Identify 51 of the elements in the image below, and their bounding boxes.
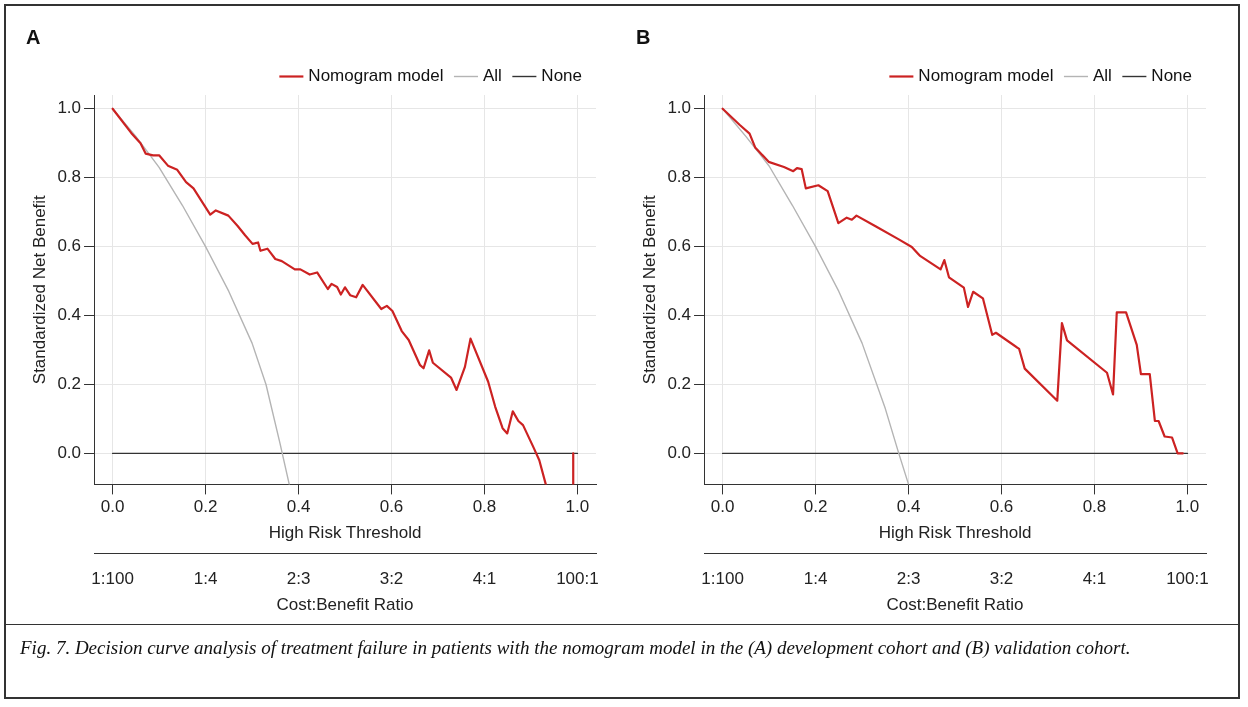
y-tick-label: 1.0	[667, 98, 692, 118]
text: 3:2	[989, 569, 1014, 589]
text: 4:1	[1082, 569, 1107, 589]
text: 3:2	[379, 569, 404, 589]
legend-label: None	[1151, 66, 1192, 86]
text: 100:1	[556, 569, 599, 589]
text: 2:3	[896, 569, 921, 589]
legend-label: Nomogram model	[918, 66, 1054, 86]
x2-axis-title: Cost:Benefit Ratio	[886, 595, 1024, 615]
x-tick-label: 1.0	[565, 497, 590, 517]
text: 1:100	[701, 569, 744, 589]
y-tick-label: 0.0	[667, 443, 692, 463]
x-tick-label: 0.8	[1082, 497, 1107, 517]
x-tick-label: 0.4	[286, 497, 311, 517]
text: 1:100	[91, 569, 134, 589]
y-tick-label: 0.0	[57, 443, 82, 463]
y-axis-title: Standardized Net Benefit	[29, 194, 49, 385]
y-tick-label: 0.6	[57, 236, 82, 256]
y-tick-label: 0.8	[57, 167, 82, 187]
text: 1:4	[803, 569, 828, 589]
text: 100:1	[1166, 569, 1209, 589]
x-tick-label: 0.2	[193, 497, 218, 517]
x-tick-label: 0.0	[710, 497, 735, 517]
x-tick-label: 0.8	[472, 497, 497, 517]
legend-label: None	[541, 66, 582, 86]
y-tick-label: 0.4	[667, 305, 692, 325]
x-tick-label: 0.0	[100, 497, 125, 517]
y-tick-label: 0.6	[667, 236, 692, 256]
legend-label: Nomogram model	[308, 66, 444, 86]
text: 4:1	[472, 569, 497, 589]
text: 2:3	[286, 569, 311, 589]
y-axis-title: Standardized Net Benefit	[639, 194, 659, 385]
x-tick-label: 0.6	[989, 497, 1014, 517]
legend-label: All	[482, 66, 502, 86]
x-tick-label: 0.2	[803, 497, 828, 517]
x-tick-label: 1.0	[1175, 497, 1200, 517]
text: 1:4	[193, 569, 218, 589]
x-axis-title: High Risk Threshold	[878, 522, 1032, 542]
y-tick-label: 0.2	[57, 374, 82, 394]
chart-title: A	[26, 25, 41, 48]
x2-axis-title: Cost:Benefit Ratio	[276, 595, 414, 615]
y-tick-label: 1.0	[57, 98, 82, 118]
x-tick-label: 0.6	[379, 497, 404, 517]
x-axis-title: High Risk Threshold	[268, 522, 422, 542]
y-tick-label: 0.8	[667, 167, 692, 187]
legend-label: All	[1092, 66, 1112, 86]
caption: Fig. 7. Decision curve analysis of treatment failure in patients with the nomogram model in the (A) development cohort and (B) validation cohort.	[20, 636, 1132, 660]
chart-title: B	[636, 25, 651, 48]
x-tick-label: 0.4	[896, 497, 921, 517]
y-tick-label: 0.4	[57, 305, 82, 325]
y-tick-label: 0.2	[667, 374, 692, 394]
